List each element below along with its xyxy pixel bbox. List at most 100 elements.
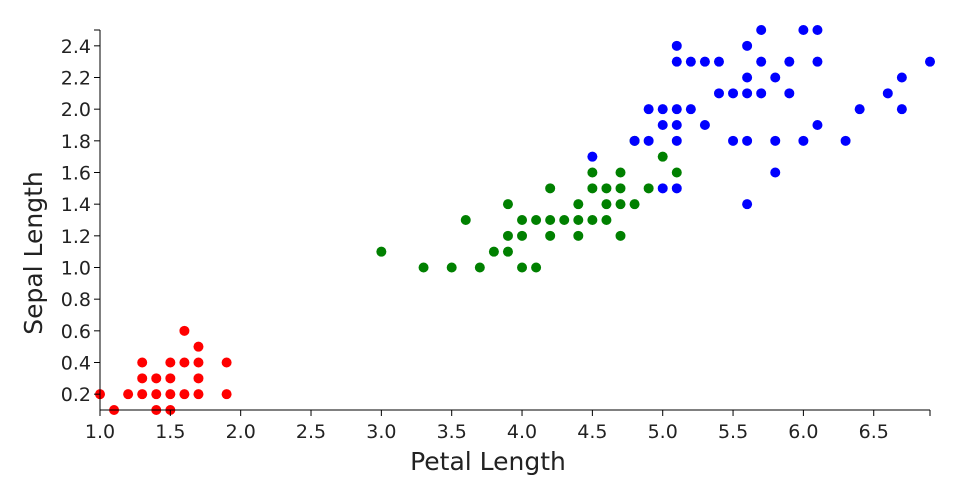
scatter-point-series-3	[671, 183, 682, 194]
scatter-point-series-1	[165, 373, 176, 384]
scatter-point-series-2	[517, 215, 528, 225]
scatter-point-series-2	[502, 246, 513, 257]
scatter-point-series-1	[123, 389, 134, 400]
scatter-point-series-2	[531, 215, 542, 225]
scatter-point-series-3	[756, 56, 767, 67]
scatter-point-series-1	[137, 373, 148, 384]
scatter-point-series-3	[699, 56, 710, 67]
scatter-point-series-3	[882, 88, 893, 99]
x-tick-label: 6.5	[859, 421, 889, 443]
scatter-point-series-2	[531, 262, 542, 273]
scatter-point-series-3	[812, 56, 823, 67]
scatter-point-series-3	[713, 56, 724, 67]
scatter-point-series-2	[517, 230, 528, 241]
scatter-point-series-2	[460, 215, 471, 225]
scatter-point-series-2	[615, 183, 626, 194]
scatter-point-series-3	[798, 25, 809, 35]
scatter-point-series-3	[784, 88, 795, 99]
scatter-point-series-2	[573, 230, 584, 241]
scatter-point-series-3	[657, 183, 668, 194]
scatter-point-series-2	[629, 199, 640, 210]
x-tick-label: 2.5	[296, 421, 326, 443]
scatter-point-series-1	[179, 389, 190, 400]
scatter-point-series-2	[587, 215, 598, 225]
scatter-point-series-1	[193, 389, 204, 400]
scatter-point-series-1	[151, 389, 162, 400]
scatter-point-series-3	[587, 151, 598, 162]
scatter-point-series-3	[742, 72, 753, 83]
scatter-point-series-2	[517, 262, 528, 273]
scatter-point-series-3	[896, 72, 907, 83]
scatter-point-series-2	[446, 262, 457, 273]
scatter-point-series-1	[193, 357, 204, 368]
scatter-point-series-3	[728, 135, 739, 146]
scatter-point-series-1	[193, 341, 204, 352]
y-axis-label: Sepal Length	[19, 171, 48, 335]
scatter-point-series-3	[742, 199, 753, 210]
y-tick-label: 1.2	[61, 226, 91, 248]
y-tick-label: 1.0	[61, 258, 91, 280]
x-axis-label: Petal Length	[410, 447, 566, 476]
y-tick-label: 2.2	[61, 68, 91, 90]
scatter-point-series-3	[770, 72, 781, 83]
scatter-point-series-2	[601, 183, 612, 194]
scatter-point-series-3	[685, 56, 696, 67]
scatter-point-series-2	[615, 199, 626, 210]
y-tick-label: 1.6	[61, 163, 91, 185]
y-tick-label: 2.0	[61, 99, 91, 121]
scatter-point-series-2	[488, 246, 499, 257]
x-tick-label: 4.0	[507, 421, 537, 443]
y-tick-label: 1.4	[61, 194, 91, 216]
scatter-point-series-3	[671, 56, 682, 67]
x-tick-label: 1.5	[155, 421, 185, 443]
scatter-point-series-3	[812, 120, 823, 130]
y-tick-label: 2.4	[61, 36, 91, 58]
scatter-point-series-1	[221, 357, 232, 368]
scatter-point-series-1	[221, 389, 232, 400]
scatter-point-series-2	[587, 167, 598, 178]
x-tick-label: 5.0	[648, 421, 678, 443]
x-tick-label: 4.5	[577, 421, 607, 443]
scatter-point-series-3	[671, 120, 682, 130]
scatter-point-series-2	[601, 215, 612, 225]
scatter-point-series-3	[770, 135, 781, 146]
scatter-point-series-1	[151, 373, 162, 384]
scatter-point-series-2	[573, 215, 584, 225]
y-tick-label: 1.8	[61, 131, 91, 153]
scatter-point-series-2	[573, 199, 584, 210]
scatter-point-series-2	[545, 183, 556, 194]
scatter-point-series-3	[798, 135, 809, 146]
scatter-point-series-3	[756, 25, 767, 35]
scatter-point-series-2	[671, 167, 682, 178]
scatter-point-series-3	[840, 135, 851, 146]
scatter-point-series-3	[742, 135, 753, 146]
scatter-point-series-2	[418, 262, 429, 273]
scatter-point-series-2	[376, 246, 387, 257]
scatter-point-series-2	[657, 151, 668, 162]
scatter-point-series-3	[671, 40, 682, 51]
scatter-point-series-3	[671, 104, 682, 115]
scatter-point-series-3	[657, 104, 668, 115]
y-tick-label: 0.8	[61, 289, 91, 311]
x-tick-label: 2.0	[226, 421, 256, 443]
x-tick-label: 6.0	[788, 421, 818, 443]
scatter-point-series-3	[643, 135, 654, 146]
scatter-point-series-3	[643, 104, 654, 115]
scatter-point-series-2	[474, 262, 485, 273]
scatter-point-series-3	[742, 88, 753, 99]
scatter-point-series-3	[728, 88, 739, 99]
y-tick-label: 0.4	[61, 353, 91, 375]
scatter-point-series-3	[657, 120, 668, 130]
x-tick-label: 3.0	[366, 421, 396, 443]
x-axis-ticks: 1.0 1.5 2.0 2.5 3.0 3.5 4.0 4.5 5.0 5.5 6.0 6.5	[85, 410, 931, 443]
scatter-point-series-3	[699, 120, 710, 130]
scatter-point-series-3	[671, 135, 682, 146]
scatter-point-series-2	[615, 167, 626, 178]
scatter-point-series-1	[179, 357, 190, 368]
scatter-point-series-2	[615, 230, 626, 241]
y-axis-ticks: 0.2 0.4 0.6 0.8 1.0 1.2 1.4 1.6 1.8 2.0 2.2 2.4	[61, 29, 100, 406]
scatter-point-series-1	[165, 357, 176, 368]
scatter-point-series-2	[545, 230, 556, 241]
scatter-point-series-3	[685, 104, 696, 115]
scatter-point-series-2	[559, 215, 570, 225]
